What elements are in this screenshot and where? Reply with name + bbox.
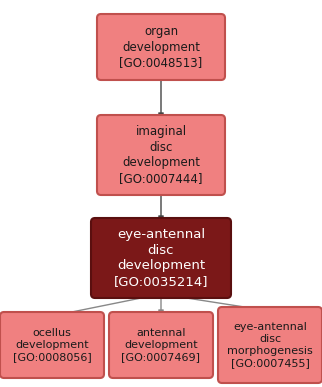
- Text: eye-antennal
disc
development
[GO:0035214]: eye-antennal disc development [GO:003521…: [114, 228, 208, 288]
- Text: organ
development
[GO:0048513]: organ development [GO:0048513]: [119, 25, 203, 69]
- FancyBboxPatch shape: [218, 307, 322, 383]
- Text: ocellus
development
[GO:0008056]: ocellus development [GO:0008056]: [13, 328, 91, 362]
- FancyBboxPatch shape: [0, 312, 104, 378]
- Text: antennal
development
[GO:0007469]: antennal development [GO:0007469]: [121, 328, 201, 362]
- Text: eye-antennal
disc
morphogenesis
[GO:0007455]: eye-antennal disc morphogenesis [GO:0007…: [227, 322, 313, 368]
- Text: imaginal
disc
development
[GO:0007444]: imaginal disc development [GO:0007444]: [119, 125, 203, 185]
- FancyBboxPatch shape: [109, 312, 213, 378]
- FancyBboxPatch shape: [97, 14, 225, 80]
- FancyBboxPatch shape: [97, 115, 225, 195]
- FancyBboxPatch shape: [91, 218, 231, 298]
